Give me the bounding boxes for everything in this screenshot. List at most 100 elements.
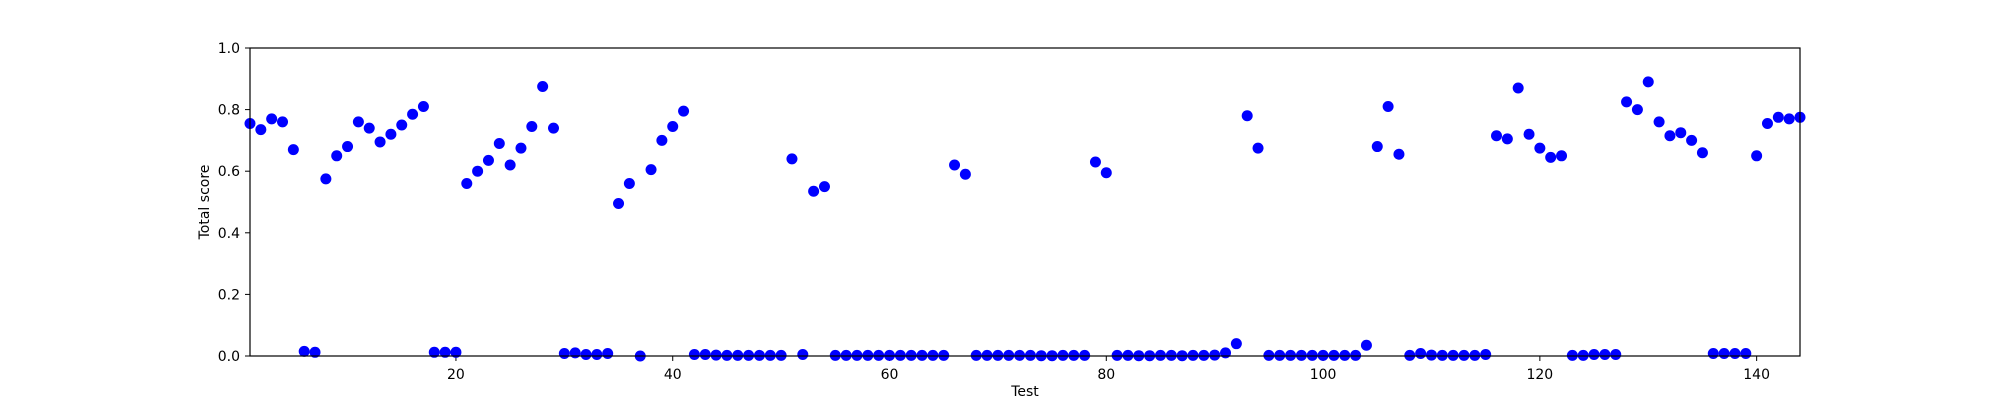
data-point <box>1447 349 1459 361</box>
data-point <box>385 128 397 140</box>
data-point <box>1534 142 1546 154</box>
data-point <box>623 178 635 190</box>
data-point <box>1360 339 1372 351</box>
data-point <box>417 101 429 113</box>
data-point <box>461 178 473 190</box>
y-tick-label: 0.6 <box>218 164 240 180</box>
data-point <box>266 113 278 125</box>
data-point <box>710 349 722 361</box>
data-point <box>439 346 451 358</box>
data-point <box>1165 349 1177 361</box>
data-point <box>1209 349 1221 361</box>
data-point <box>862 349 874 361</box>
x-axis-label: Test <box>1010 384 1039 400</box>
data-point <box>905 349 917 361</box>
data-point <box>786 153 798 165</box>
data-point <box>1740 348 1752 360</box>
data-point <box>764 349 776 361</box>
data-point <box>959 168 971 180</box>
data-point <box>1111 349 1123 361</box>
data-point <box>884 349 896 361</box>
data-point <box>1339 349 1351 361</box>
data-point <box>1436 349 1448 361</box>
x-tick-label: 140 <box>1743 367 1770 383</box>
data-point <box>1100 167 1112 179</box>
data-point <box>1241 110 1253 122</box>
x-tick-label: 80 <box>1097 367 1115 383</box>
data-point <box>1415 348 1427 360</box>
data-point <box>753 349 765 361</box>
y-axis-label: Total score <box>197 165 213 241</box>
data-point <box>1653 116 1665 128</box>
data-point <box>1306 349 1318 361</box>
data-point <box>1317 349 1329 361</box>
data-point <box>840 349 852 361</box>
data-point <box>678 105 690 117</box>
data-point <box>1350 349 1362 361</box>
data-point <box>1371 141 1383 153</box>
data-point <box>1003 349 1015 361</box>
data-point <box>1501 133 1513 145</box>
data-point <box>699 348 711 360</box>
data-point <box>1328 349 1340 361</box>
data-point <box>1480 348 1492 360</box>
y-tick-label: 0.0 <box>218 349 240 365</box>
data-point <box>1696 147 1708 159</box>
data-point <box>1642 76 1654 88</box>
data-point <box>1566 349 1578 361</box>
data-point <box>1274 349 1286 361</box>
data-point <box>1198 349 1210 361</box>
data-point <box>1761 117 1773 129</box>
x-tick-label: 40 <box>664 367 682 383</box>
data-point <box>1285 349 1297 361</box>
data-point <box>537 81 549 92</box>
data-point <box>818 181 830 193</box>
data-point <box>1751 150 1763 162</box>
data-point <box>894 349 906 361</box>
data-point <box>1068 349 1080 361</box>
data-point <box>688 348 700 360</box>
data-point <box>1089 156 1101 168</box>
data-point <box>1631 104 1643 116</box>
data-point <box>873 349 885 361</box>
data-point <box>667 121 679 133</box>
data-point <box>298 345 310 357</box>
data-point <box>1382 101 1394 113</box>
data-point <box>1686 134 1698 146</box>
data-point <box>829 349 841 361</box>
data-point <box>1556 150 1568 162</box>
data-point <box>1393 148 1405 160</box>
data-point <box>1491 130 1503 142</box>
y-axis: 0.0 0.2 0.4 0.6 0.8 1.0 <box>218 41 250 365</box>
data-point <box>504 159 516 171</box>
data-point <box>992 349 1004 361</box>
data-point <box>482 154 494 166</box>
data-point <box>396 119 408 131</box>
data-point <box>1545 151 1557 163</box>
data-point <box>1783 113 1795 125</box>
data-point <box>363 122 375 134</box>
plot-frame <box>249 47 1801 357</box>
data-point <box>743 349 755 361</box>
data-point <box>949 159 961 171</box>
data-point <box>1621 96 1633 108</box>
data-point <box>1425 349 1437 361</box>
data-point <box>797 348 809 360</box>
data-point <box>526 121 538 133</box>
x-axis: 20 40 60 80 100 120 140 <box>447 356 1770 383</box>
data-point <box>320 173 332 185</box>
data-point <box>407 108 419 120</box>
data-point <box>309 346 321 358</box>
data-points <box>244 76 1806 362</box>
data-point <box>1252 142 1264 154</box>
data-point <box>472 165 484 177</box>
data-point <box>450 346 462 358</box>
data-point <box>1772 111 1784 123</box>
data-point <box>255 124 267 136</box>
data-point <box>277 116 289 128</box>
data-point <box>1404 349 1416 361</box>
data-point <box>1577 349 1589 361</box>
data-point <box>981 349 993 361</box>
data-point <box>1664 130 1676 142</box>
data-point <box>428 346 440 358</box>
